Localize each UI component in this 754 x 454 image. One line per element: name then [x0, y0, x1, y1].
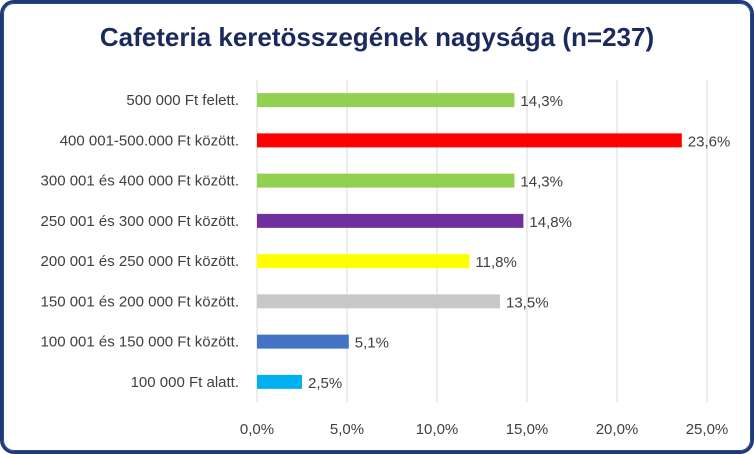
bar — [257, 294, 500, 309]
x-tick-label: 20,0% — [596, 421, 639, 438]
category-label: 100 001 és 150 000 Ft között. — [41, 334, 239, 351]
data-label: 14,3% — [520, 174, 563, 191]
data-label: 23,6% — [688, 133, 731, 150]
category-label: 250 001 és 300 000 Ft között. — [41, 213, 239, 230]
data-label: 14,3% — [520, 93, 563, 110]
data-label: 11,8% — [475, 254, 516, 271]
category-label: 150 001 és 200 000 Ft között. — [41, 293, 239, 310]
chart-title: Cafeteria keretösszegének nagysága (n=23… — [99, 22, 655, 52]
x-tick-label: 25,0% — [686, 421, 729, 438]
category-label: 300 001 és 400 000 Ft között. — [41, 173, 239, 190]
bar — [257, 254, 470, 269]
category-label: 200 001 és 250 000 Ft között. — [41, 253, 239, 270]
data-label: 5,1% — [355, 335, 389, 352]
x-tick-label: 10,0% — [416, 421, 459, 438]
bar — [257, 213, 524, 228]
data-label: 2,5% — [308, 375, 342, 392]
bar — [257, 334, 349, 349]
bar — [257, 173, 515, 188]
bar — [257, 374, 302, 389]
x-tick-label: 5,0% — [330, 421, 364, 438]
bar — [257, 93, 515, 108]
category-label: 500 000 Ft felett. — [126, 92, 239, 109]
data-label: 13,5% — [506, 294, 549, 311]
x-tick-label: 0,0% — [240, 421, 274, 438]
data-label: 14,8% — [529, 214, 572, 231]
category-label: 400 001-500.000 Ft között. — [60, 132, 239, 149]
bar — [257, 133, 682, 148]
x-tick-label: 15,0% — [506, 421, 549, 438]
category-label: 100 000 Ft alatt. — [131, 374, 239, 391]
